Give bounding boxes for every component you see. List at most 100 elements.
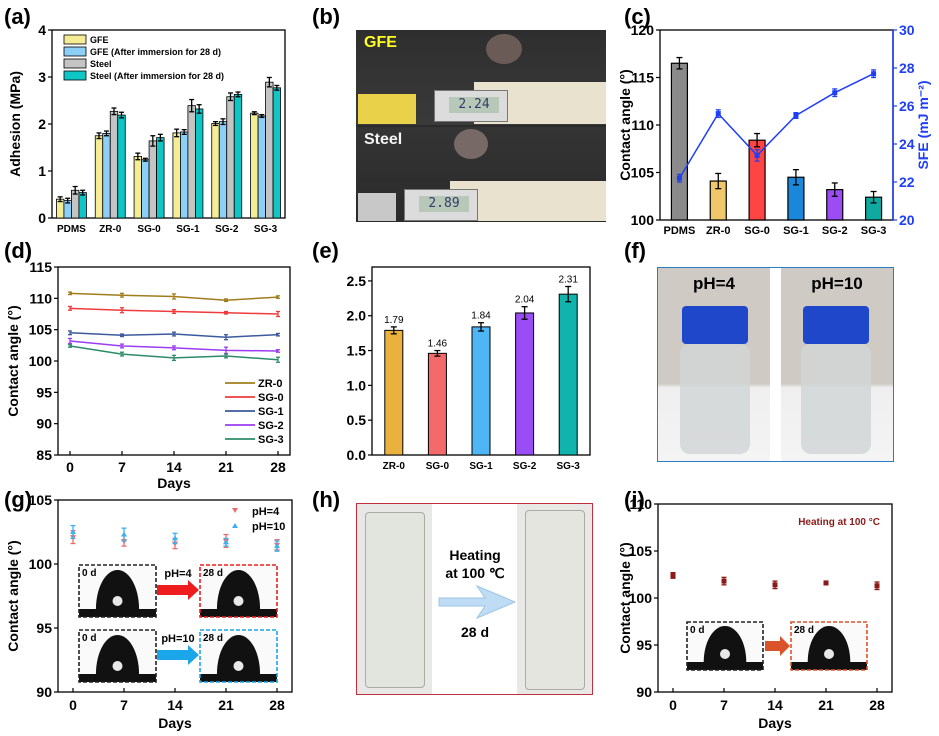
- panel-label-e: (e): [312, 238, 339, 263]
- marker-ph-10: [121, 531, 127, 537]
- inset-label: 0 d: [82, 633, 96, 644]
- water-droplet: [95, 635, 140, 674]
- water-droplet: [216, 635, 261, 674]
- steel-meter: 2.89: [404, 189, 478, 221]
- y-tick-label: 4: [38, 22, 46, 38]
- y-tick-label: 100: [631, 212, 655, 228]
- error-bar: [172, 354, 176, 362]
- inset-background: [79, 630, 156, 682]
- inset-dashed-frame: [199, 564, 278, 618]
- x-tick-label: SG-2: [215, 224, 239, 235]
- y-tick-label: 100: [29, 556, 53, 572]
- error-bar: [276, 349, 280, 353]
- y-tick-label: 95: [36, 620, 52, 636]
- slide-after: [517, 504, 592, 694]
- x-tick-label: SG-0: [744, 225, 770, 237]
- bottle-ph10: pH=10: [781, 268, 893, 461]
- error-bar: [135, 152, 141, 161]
- sfe-point: [871, 71, 877, 77]
- glass-slide: [525, 510, 585, 690]
- error-bar: [870, 190, 877, 204]
- panel-label-i: (i): [624, 487, 645, 512]
- error-bar: [274, 540, 280, 552]
- error-bar: [831, 182, 838, 197]
- y-tick-label: 105: [29, 322, 53, 338]
- y-tick-label: 20: [899, 212, 915, 228]
- panel-label-h: (h): [312, 487, 341, 512]
- panel-label-c: (c): [624, 4, 651, 29]
- x-tick-label: ZR-0: [383, 461, 406, 472]
- marker-ph-4: [70, 535, 76, 541]
- water-droplet: [807, 626, 851, 662]
- error-bar: [772, 580, 778, 590]
- error-bar: [521, 306, 528, 320]
- y-tick-label: 115: [29, 259, 52, 275]
- inset-dashed-frame: [78, 564, 157, 618]
- bar: [515, 312, 535, 456]
- droplet-highlight: [112, 661, 123, 671]
- bar-gfe: [94, 135, 104, 219]
- error-bar: [670, 571, 676, 579]
- marker-ph-4: [121, 538, 127, 544]
- x-tick-label: SG-3: [254, 224, 278, 235]
- legend-label: Steel (After immersion for 28 d): [90, 71, 224, 81]
- bar-contact-angle: [709, 180, 727, 221]
- legend-marker: [232, 508, 238, 513]
- bar-steel: [187, 105, 196, 219]
- y-tick-label: 105: [629, 543, 653, 559]
- bottle-body: [680, 344, 750, 454]
- x-tick-label: 0: [66, 459, 74, 475]
- bar: [471, 326, 491, 456]
- error-bar: [721, 576, 727, 586]
- droplet-highlight: [233, 661, 244, 671]
- y-tick-label: 2.0: [347, 308, 367, 324]
- x-tick-label: 21: [218, 459, 234, 475]
- bar-contact-angle: [748, 139, 766, 221]
- error-bar: [224, 310, 228, 315]
- droplet-highlight: [233, 596, 244, 606]
- bar-gfe-after-immersion-for-28-d-: [180, 131, 189, 219]
- bottle-cap: [682, 306, 748, 344]
- bar-gfe: [133, 156, 142, 219]
- error-bar: [68, 291, 72, 296]
- inset-before-ph10: 0 d: [78, 629, 157, 683]
- bar-steel: [109, 110, 119, 219]
- error-bar: [223, 537, 229, 547]
- error-bar: [259, 113, 265, 119]
- error-bar: [157, 133, 163, 142]
- bottle-body: [801, 344, 871, 454]
- substrate: [200, 674, 277, 682]
- x-tick-label: 7: [720, 697, 728, 713]
- error-bar: [189, 98, 195, 113]
- y-axis-label: Contact angle (°): [617, 69, 633, 180]
- inset-background: [200, 565, 277, 617]
- error-bar: [96, 132, 102, 140]
- y-tick-label: 100: [29, 353, 53, 369]
- legend-swatch: [63, 34, 87, 45]
- error-bar: [172, 331, 176, 337]
- error-bar: [251, 111, 257, 116]
- x-tick-label: 28: [270, 459, 286, 475]
- x-tick-label: SG-2: [822, 225, 848, 237]
- y-tick-label: 105: [631, 165, 655, 181]
- y-tick-label: 1.5: [347, 343, 367, 359]
- inset-dashed-frame: [199, 629, 278, 683]
- x-tick-label: SG-3: [557, 461, 581, 472]
- sfe-error-bar: [871, 69, 877, 79]
- plot-frame: [659, 29, 894, 221]
- inset-label: 28 d: [794, 625, 814, 636]
- error-bar: [224, 346, 228, 355]
- bar: [427, 352, 447, 456]
- error-bar: [390, 326, 397, 335]
- steel-plate: [358, 193, 396, 221]
- bottle-cap: [803, 306, 869, 344]
- x-tick-label: SG-0: [137, 224, 161, 235]
- y-tick-label: 95: [36, 384, 52, 400]
- bar-gfe-after-immersion-for-28-d-: [141, 159, 150, 219]
- error-bar: [68, 305, 72, 311]
- legend-label: SG-3: [258, 434, 284, 446]
- legend-label: SG-1: [258, 406, 284, 418]
- droplet-highlight: [720, 649, 730, 659]
- y-tick-label: 105: [29, 492, 53, 508]
- bar-gfe: [172, 132, 181, 219]
